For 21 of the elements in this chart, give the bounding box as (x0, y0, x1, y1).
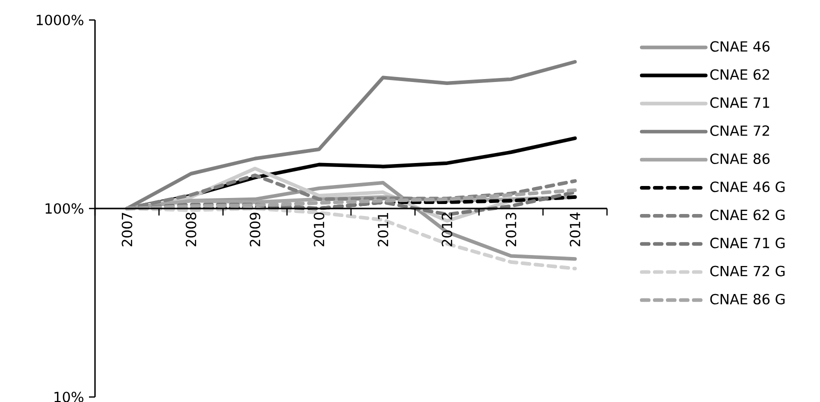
legend-label: CNAE 62 G (710, 210, 785, 220)
legend-label: CNAE 71 (710, 97, 770, 108)
x-tick-label: 2007 (122, 212, 132, 246)
x-tick-label: 2009 (250, 212, 260, 246)
x-tick-label: 2011 (378, 213, 388, 246)
y-tick-label: 1000% (36, 14, 84, 26)
x-tick-label: 2013 (506, 212, 516, 246)
x-tick-label: 2010 (314, 212, 324, 246)
x-tick-label: 2008 (186, 212, 196, 246)
legend-label: CNAE 86 (710, 153, 770, 164)
y-tick-label: 100% (46, 203, 84, 214)
y-tick-label: 10% (54, 392, 84, 402)
legend-label: CNAE 72 (710, 125, 770, 136)
legend-label: CNAE 46 (710, 41, 770, 52)
x-tick-label: 2014 (570, 212, 580, 246)
legend-label: CNAE 62 (710, 69, 770, 80)
legend-label: CNAE 72 G (710, 266, 785, 276)
legend-label: CNAE 71 G (710, 238, 785, 248)
x-tick-label: 2012 (442, 213, 452, 246)
legend-label: CNAE 86 G (710, 294, 785, 304)
legend-label: CNAE 46 G (710, 182, 785, 192)
